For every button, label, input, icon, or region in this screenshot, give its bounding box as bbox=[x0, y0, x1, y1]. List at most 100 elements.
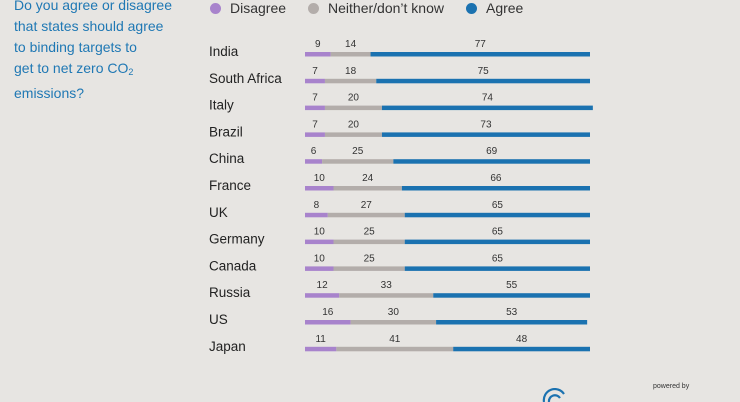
data-label-disagree-germany: 10 bbox=[314, 227, 326, 238]
bar-segment-disagree-uk bbox=[305, 212, 328, 218]
data-label-agree-uk: 65 bbox=[492, 200, 504, 211]
legend-swatch bbox=[210, 2, 221, 14]
category-label-italy: Italy bbox=[209, 98, 234, 113]
data-label-neither-don-t-know-china: 25 bbox=[352, 146, 364, 157]
category-label-japan: Japan bbox=[209, 339, 246, 354]
bar-segment-agree-japan bbox=[453, 346, 590, 352]
data-label-neither-don-t-know-india: 14 bbox=[345, 39, 357, 50]
stacked-bar-chart: India 9 14 77 South Africa 7 18 75 Italy 7 20 74 Bra… bbox=[209, 39, 593, 354]
data-label-agree-japan: 48 bbox=[516, 334, 528, 345]
legend-label: Agree bbox=[485, 0, 524, 16]
bar-segment-disagree-south-africa bbox=[305, 78, 325, 84]
bar-segment-neither-don-t-know-france bbox=[333, 186, 402, 191]
data-label-disagree-canada: 10 bbox=[314, 253, 326, 264]
bar-segment-agree-india bbox=[370, 52, 590, 57]
bar-segment-disagree-france bbox=[305, 186, 334, 191]
bar-segment-disagree-brazil bbox=[305, 132, 325, 137]
bar-segment-neither-don-t-know-russia bbox=[339, 293, 434, 298]
data-label-disagree-russia: 12 bbox=[317, 280, 329, 291]
question-text: Do you agree or disagree that states sho… bbox=[14, 0, 184, 104]
data-label-agree-germany: 65 bbox=[492, 227, 504, 238]
legend-swatch bbox=[465, 2, 477, 14]
data-label-neither-don-t-know-japan: 41 bbox=[389, 334, 401, 345]
data-label-agree-china: 69 bbox=[486, 146, 498, 157]
data-label-neither-don-t-know-italy: 20 bbox=[348, 93, 360, 104]
question-line: to binding targets to bbox=[14, 39, 137, 55]
bar-segment-neither-don-t-know-india bbox=[330, 52, 371, 57]
chart-legend: Disagree Neither/don’t know Agree bbox=[210, 0, 545, 19]
data-label-disagree-uk: 8 bbox=[314, 200, 320, 211]
category-label-us: US bbox=[209, 312, 228, 327]
bar-segment-agree-us bbox=[436, 320, 588, 325]
bar-segment-agree-brazil bbox=[381, 132, 590, 137]
data-label-neither-don-t-know-brazil: 20 bbox=[348, 119, 360, 130]
bar-segment-agree-uk bbox=[404, 212, 590, 218]
legend-item-disagree: Disagree bbox=[210, 0, 286, 16]
category-label-south-africa: South Africa bbox=[209, 71, 282, 86]
category-label-france: France bbox=[209, 178, 251, 193]
category-label-germany: Germany bbox=[209, 232, 265, 247]
bar-segment-neither-don-t-know-japan bbox=[336, 346, 454, 352]
legend-item-neither: Neither/don’t know bbox=[308, 0, 444, 16]
data-label-neither-don-t-know-south-africa: 18 bbox=[345, 66, 357, 77]
bar-segment-disagree-us bbox=[305, 320, 351, 325]
data-label-neither-don-t-know-canada: 25 bbox=[364, 253, 376, 264]
bar-segment-neither-don-t-know-china bbox=[322, 159, 394, 164]
data-label-disagree-china: 6 bbox=[311, 146, 317, 157]
data-label-agree-italy: 74 bbox=[482, 93, 494, 104]
category-label-uk: UK bbox=[209, 205, 228, 220]
data-label-neither-don-t-know-germany: 25 bbox=[364, 227, 376, 238]
bar-segment-neither-don-t-know-germany bbox=[333, 239, 405, 245]
bar-segment-disagree-japan bbox=[305, 346, 337, 352]
data-label-agree-india: 77 bbox=[475, 39, 487, 50]
data-label-disagree-us: 16 bbox=[322, 307, 334, 318]
bar-segment-disagree-germany bbox=[305, 239, 334, 245]
data-label-neither-don-t-know-us: 30 bbox=[388, 307, 400, 318]
data-label-neither-don-t-know-uk: 27 bbox=[361, 200, 373, 211]
data-label-agree-brazil: 73 bbox=[480, 119, 492, 130]
bar-segment-disagree-canada bbox=[305, 266, 334, 271]
data-label-disagree-italy: 7 bbox=[312, 93, 318, 104]
data-label-agree-france: 66 bbox=[490, 173, 502, 184]
bar-segment-agree-south-africa bbox=[376, 78, 590, 84]
data-label-neither-don-t-know-france: 24 bbox=[362, 173, 374, 184]
data-label-agree-canada: 65 bbox=[492, 253, 504, 264]
bar-segment-disagree-india bbox=[305, 52, 331, 57]
bar-segment-agree-germany bbox=[404, 239, 590, 245]
bar-segment-disagree-russia bbox=[305, 293, 340, 298]
legend-swatch bbox=[308, 2, 320, 14]
legend-label: Neither/don’t know bbox=[328, 0, 444, 16]
data-label-disagree-india: 9 bbox=[315, 39, 321, 50]
data-label-disagree-japan: 11 bbox=[315, 334, 326, 345]
data-label-neither-don-t-know-russia: 33 bbox=[381, 280, 393, 291]
category-label-india: India bbox=[209, 44, 239, 59]
category-label-canada: Canada bbox=[209, 258, 257, 273]
question-line: get to net zero CO2 bbox=[14, 60, 134, 77]
bar-segment-agree-russia bbox=[433, 293, 590, 298]
data-label-agree-south-africa: 75 bbox=[478, 66, 490, 77]
question-line: Do you agree or disagree bbox=[14, 0, 172, 13]
data-label-disagree-brazil: 7 bbox=[312, 119, 318, 130]
question-line: emissions? bbox=[14, 85, 85, 101]
bar-segment-disagree-italy bbox=[305, 105, 325, 111]
bar-segment-neither-don-t-know-uk bbox=[327, 212, 405, 218]
bar-segment-agree-italy bbox=[381, 105, 593, 111]
bar-segment-neither-don-t-know-italy bbox=[324, 105, 382, 111]
data-label-agree-us: 53 bbox=[506, 307, 518, 318]
legend-item-agree: Agree bbox=[465, 0, 524, 16]
category-label-china: China bbox=[209, 151, 245, 166]
question-line: that states should agree bbox=[14, 18, 164, 34]
powered-by-label: powered by bbox=[653, 383, 690, 390]
bar-segment-agree-canada bbox=[404, 266, 590, 271]
data-label-disagree-south-africa: 7 bbox=[312, 66, 318, 77]
data-label-disagree-france: 10 bbox=[314, 173, 326, 184]
category-label-brazil: Brazil bbox=[209, 124, 243, 139]
data-label-agree-russia: 55 bbox=[506, 280, 518, 291]
legend-label: Disagree bbox=[230, 0, 287, 16]
bar-segment-neither-don-t-know-canada bbox=[333, 266, 405, 271]
bar-segment-disagree-china bbox=[305, 159, 323, 164]
bar-segment-neither-don-t-know-us bbox=[350, 320, 437, 325]
bar-segment-neither-don-t-know-brazil bbox=[324, 132, 382, 137]
bar-segment-agree-china bbox=[393, 159, 590, 164]
bar-segment-agree-france bbox=[401, 186, 590, 191]
